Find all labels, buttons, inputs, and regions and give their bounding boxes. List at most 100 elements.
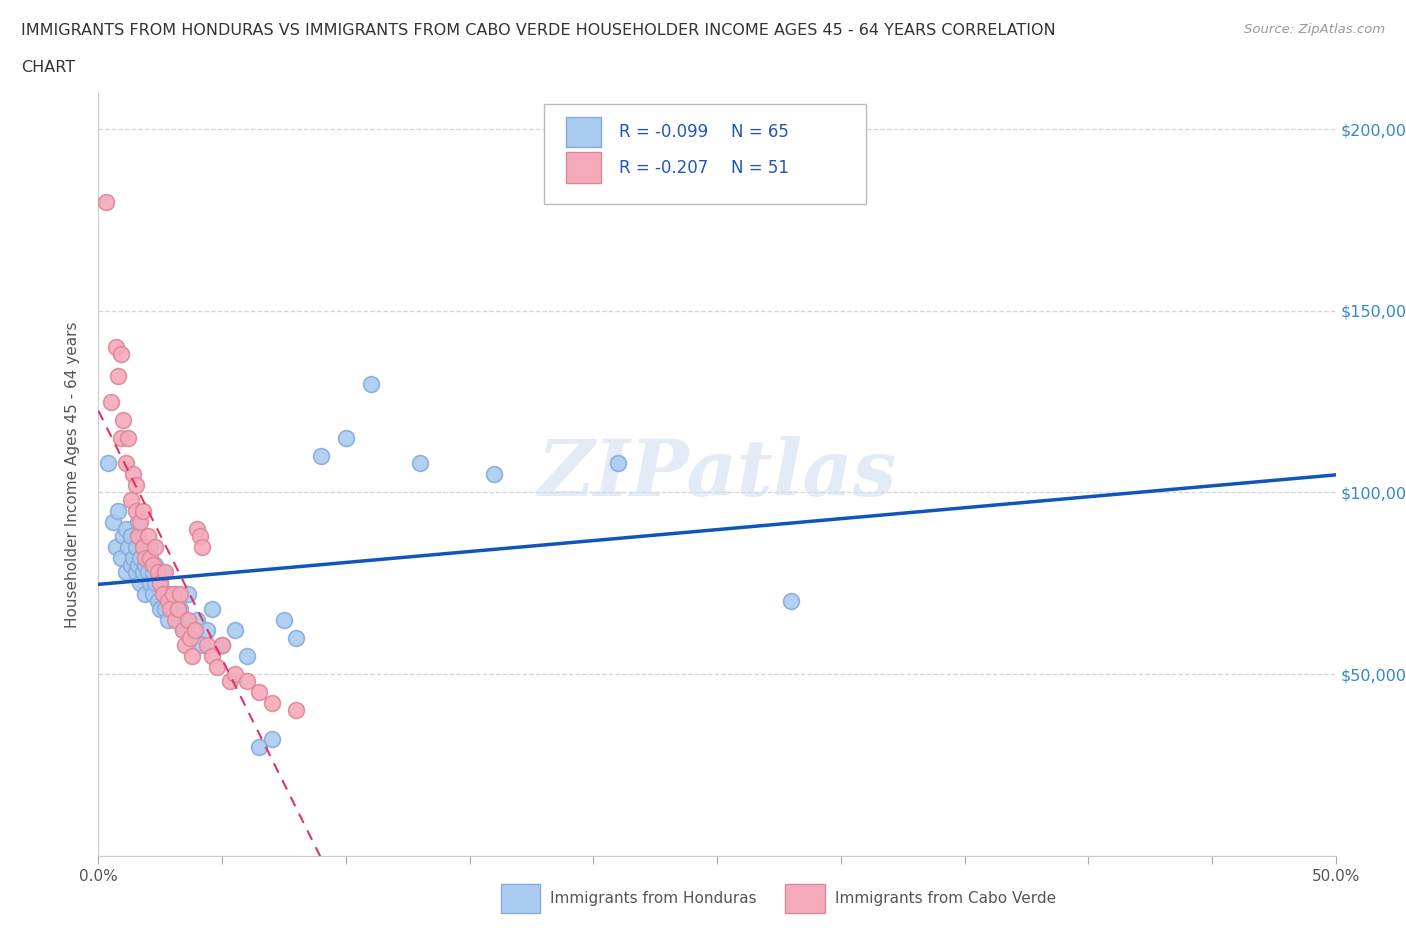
Point — [156, 587, 179, 602]
Point — [149, 601, 172, 616]
Point — [142, 558, 165, 573]
Point — [132, 503, 155, 518]
Point — [143, 558, 166, 573]
Point — [124, 539, 146, 554]
FancyBboxPatch shape — [567, 116, 600, 147]
Point — [166, 612, 188, 627]
Point — [172, 623, 194, 638]
Point — [142, 587, 165, 602]
Point — [174, 612, 197, 627]
Point — [139, 539, 162, 554]
Point — [114, 522, 136, 537]
Point — [335, 431, 357, 445]
Point — [186, 612, 208, 627]
Point — [155, 565, 177, 579]
Point — [104, 339, 127, 354]
Point — [129, 514, 152, 529]
Point — [143, 576, 166, 591]
Point — [124, 565, 146, 579]
Point — [132, 565, 155, 579]
Point — [136, 528, 159, 543]
Point — [124, 503, 146, 518]
Point — [159, 594, 181, 609]
Point — [149, 576, 172, 591]
Point — [139, 551, 162, 565]
Point — [149, 576, 172, 591]
Point — [127, 514, 149, 529]
Point — [186, 522, 208, 537]
FancyBboxPatch shape — [785, 884, 825, 913]
Point — [169, 601, 191, 616]
Point — [122, 551, 145, 565]
Point — [117, 539, 139, 554]
Point — [139, 576, 162, 591]
Point — [285, 631, 308, 645]
Point — [107, 369, 129, 384]
Point — [159, 601, 181, 616]
Point — [127, 558, 149, 573]
Point — [134, 558, 156, 573]
Y-axis label: Householder Income Ages 45 - 64 years: Householder Income Ages 45 - 64 years — [65, 321, 80, 628]
Point — [211, 638, 233, 653]
Point — [114, 565, 136, 579]
Point — [780, 594, 803, 609]
Point — [165, 587, 187, 602]
Point — [162, 587, 184, 602]
Point — [191, 539, 214, 554]
Point — [114, 456, 136, 471]
FancyBboxPatch shape — [567, 153, 600, 183]
Point — [122, 467, 145, 482]
Point — [136, 565, 159, 579]
Point — [132, 539, 155, 554]
Point — [285, 703, 308, 718]
Point — [134, 587, 156, 602]
Point — [110, 347, 132, 362]
Point — [188, 528, 211, 543]
Point — [211, 638, 233, 653]
FancyBboxPatch shape — [544, 104, 866, 204]
Point — [152, 587, 174, 602]
Point — [165, 612, 187, 627]
Point — [129, 551, 152, 565]
Text: CHART: CHART — [21, 60, 75, 75]
Point — [409, 456, 432, 471]
Point — [172, 623, 194, 638]
Point — [360, 376, 382, 391]
Point — [134, 551, 156, 565]
Point — [120, 492, 142, 507]
Point — [181, 648, 204, 663]
FancyBboxPatch shape — [501, 884, 540, 913]
Point — [104, 539, 127, 554]
Point — [112, 528, 135, 543]
Point — [201, 601, 224, 616]
Point — [146, 565, 169, 579]
Point — [273, 612, 295, 627]
Point — [247, 739, 270, 754]
Point — [103, 514, 125, 529]
Point — [146, 594, 169, 609]
Point — [174, 638, 197, 653]
Point — [136, 551, 159, 565]
Point — [309, 448, 332, 463]
Point — [191, 638, 214, 653]
Point — [152, 565, 174, 579]
Point — [201, 648, 224, 663]
Point — [143, 539, 166, 554]
Point — [155, 601, 177, 616]
Point — [176, 587, 198, 602]
Point — [112, 412, 135, 427]
Point — [156, 612, 179, 627]
Point — [247, 684, 270, 699]
Text: R = -0.099: R = -0.099 — [619, 123, 709, 140]
Point — [195, 623, 218, 638]
Point — [162, 601, 184, 616]
Point — [110, 551, 132, 565]
Point — [152, 587, 174, 602]
Text: IMMIGRANTS FROM HONDURAS VS IMMIGRANTS FROM CABO VERDE HOUSEHOLDER INCOME AGES 4: IMMIGRANTS FROM HONDURAS VS IMMIGRANTS F… — [21, 23, 1056, 38]
Text: Immigrants from Cabo Verde: Immigrants from Cabo Verde — [835, 891, 1056, 906]
Text: Source: ZipAtlas.com: Source: ZipAtlas.com — [1244, 23, 1385, 36]
Point — [607, 456, 630, 471]
Point — [100, 394, 122, 409]
Point — [166, 601, 188, 616]
Point — [110, 431, 132, 445]
